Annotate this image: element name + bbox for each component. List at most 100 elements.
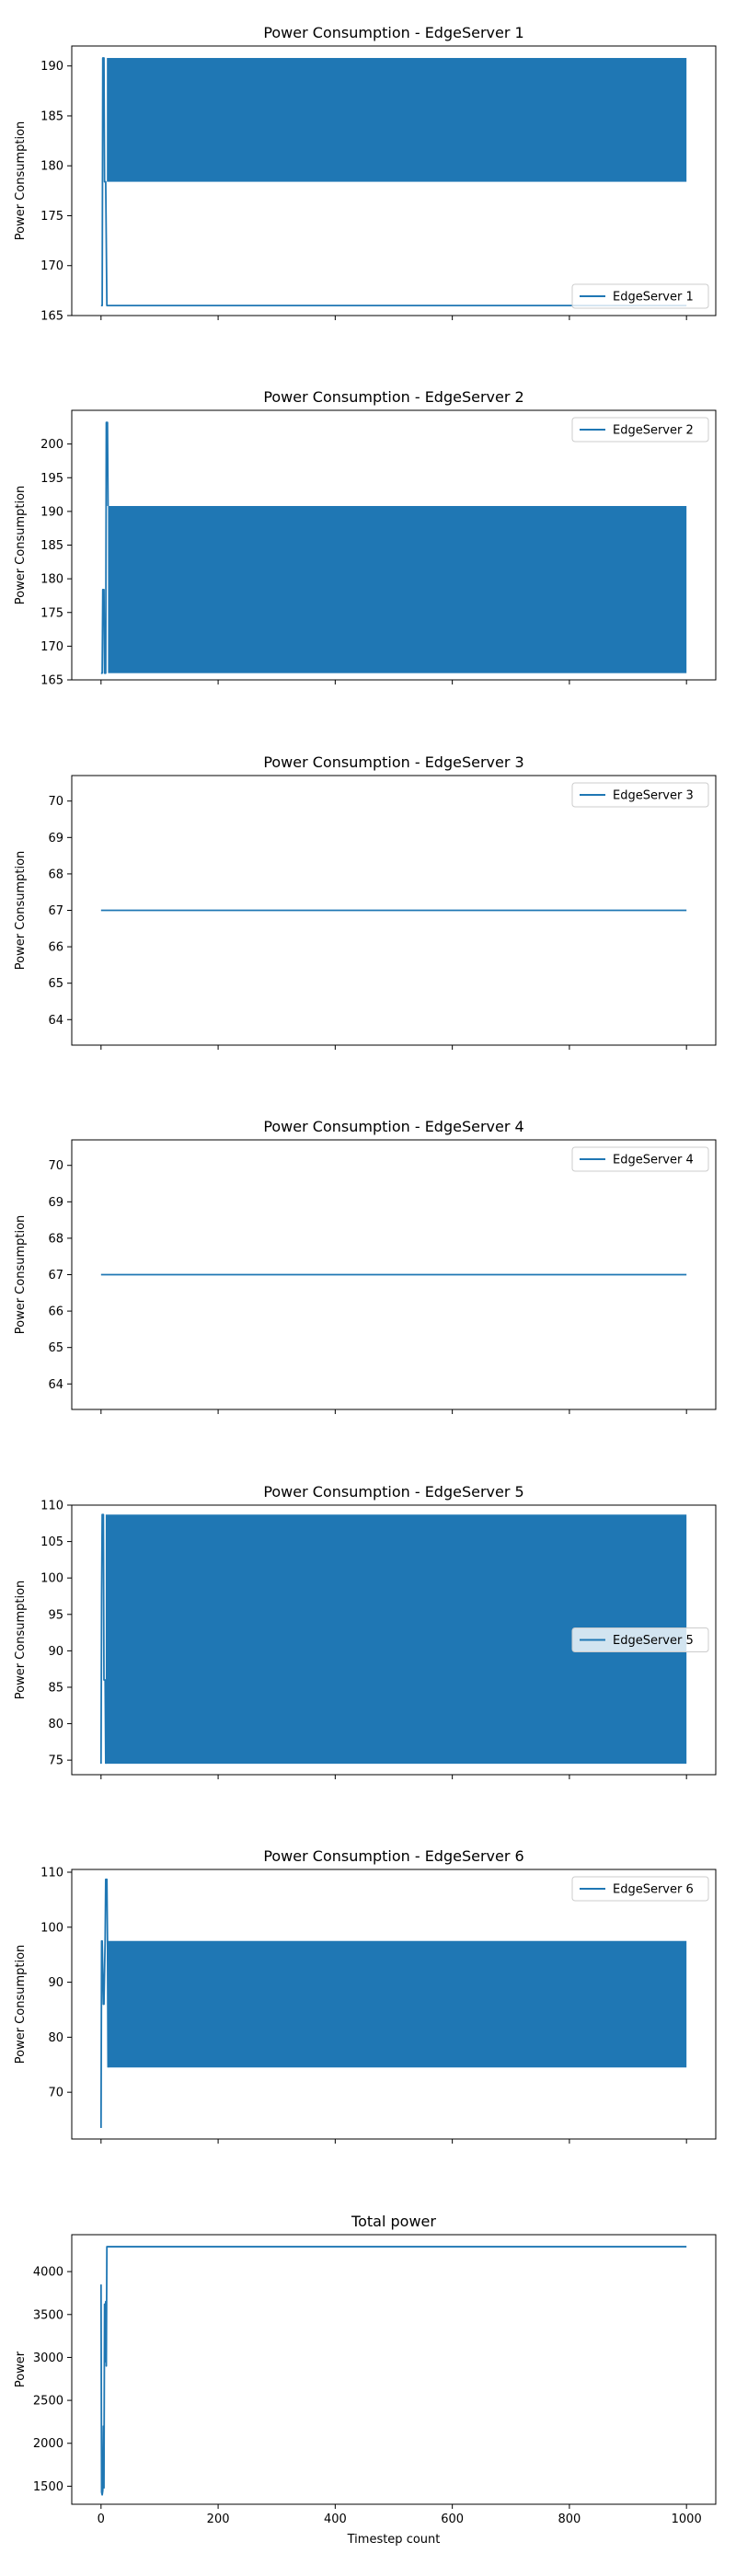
chart-panel-2: Power Consumption - EdgeServer 2 Power Co… (14, 388, 717, 688)
y-tick-label: 180 (40, 160, 63, 174)
series-band-1 (108, 1940, 687, 2068)
y-tick-label: 2500 (33, 2395, 63, 2409)
y-tick-label: 85 (48, 1681, 63, 1695)
x-tick-label: 800 (558, 2513, 581, 2526)
y-tick-label: 70 (48, 1159, 63, 1173)
y-tick-label: 80 (48, 1718, 63, 1731)
x-tick-label: 1000 (672, 2513, 702, 2526)
chart-panel-5: Power Consumption - EdgeServer 5 Power Co… (14, 1483, 717, 1779)
legend-label: EdgeServer 6 (613, 1883, 694, 1897)
x-tick-label: 400 (324, 2513, 347, 2526)
chart-panel-3: Power Consumption - EdgeServer 3 Power Co… (14, 753, 717, 1050)
y-tick-label: 185 (40, 539, 63, 553)
legend: EdgeServer 4 (571, 1146, 709, 1172)
y-tick-label: 70 (48, 795, 63, 809)
y-tick-label: 4000 (33, 2266, 63, 2280)
chart-panel-1: Power Consumption - EdgeServer 1 Power Co… (14, 24, 717, 324)
y-tick-label: 165 (40, 310, 63, 324)
chart-title: Power Consumption - EdgeServer 3 (263, 753, 523, 771)
y-tick-label: 175 (40, 210, 63, 224)
series-band-1 (108, 506, 687, 673)
y-tick-label: 3500 (33, 2308, 63, 2322)
y-tick-label: 180 (40, 573, 63, 587)
x-tick-label: 0 (98, 2513, 105, 2526)
legend: EdgeServer 2 (571, 417, 709, 443)
legend-box (571, 1627, 709, 1652)
y-tick-label: 90 (48, 1645, 63, 1659)
series-line-1 (100, 57, 687, 307)
y-axis-label: Power Consumption (14, 1581, 28, 1700)
y-tick-label: 65 (48, 1341, 63, 1355)
y-tick-label: 110 (40, 1866, 63, 1880)
x-tick-label: 600 (441, 2513, 464, 2526)
y-tick-label: 67 (48, 904, 63, 918)
y-tick-label: 100 (40, 1921, 63, 1935)
y-tick-label: 170 (40, 259, 63, 273)
chart-title: Power Consumption - EdgeServer 1 (263, 24, 523, 41)
legend: EdgeServer 3 (571, 782, 709, 808)
legend-box (571, 417, 709, 443)
y-tick-label: 66 (48, 1305, 63, 1319)
legend-label: EdgeServer 4 (613, 1154, 694, 1167)
legend-label: EdgeServer 5 (613, 1634, 694, 1648)
legend: EdgeServer 6 (571, 1876, 709, 1902)
y-tick-label: 195 (40, 472, 63, 486)
y-axis-label: Power Consumption (14, 486, 28, 605)
legend-label: EdgeServer 1 (613, 291, 694, 305)
y-tick-label: 69 (48, 832, 63, 845)
y-tick-label: 64 (48, 1014, 63, 1028)
y-tick-label: 70 (48, 2087, 63, 2100)
y-axis-label: Power (14, 2351, 28, 2387)
plot-frame (71, 2234, 717, 2505)
series-band-1 (107, 58, 687, 182)
y-tick-label: 185 (40, 109, 63, 123)
y-tick-label: 90 (48, 1976, 63, 1990)
y-tick-label: 66 (48, 941, 63, 955)
legend-label: EdgeServer 2 (613, 424, 694, 438)
series-line-1 (99, 2246, 687, 2496)
y-tick-label: 95 (48, 1608, 63, 1622)
y-tick-label: 170 (40, 640, 63, 654)
x-tick-label: 200 (207, 2513, 230, 2526)
y-tick-label: 190 (40, 60, 63, 74)
chart-title: Total power (351, 2213, 436, 2230)
plot-frame (71, 45, 717, 316)
series-line-1 (99, 1878, 109, 2129)
y-tick-label: 175 (40, 606, 63, 620)
y-tick-label: 64 (48, 1378, 63, 1392)
y-axis-label: Power Consumption (14, 851, 28, 971)
plot-frame (71, 1869, 717, 2140)
chart-title: Power Consumption - EdgeServer 5 (263, 1483, 523, 1501)
legend-box (571, 782, 709, 808)
y-tick-label: 3000 (33, 2352, 63, 2365)
y-axis-label: Power Consumption (14, 1945, 28, 2064)
chart-panel-6: Power Consumption - EdgeServer 6 Power Co… (14, 1847, 717, 2144)
chart-panel-4: Power Consumption - EdgeServer 4 Power Co… (14, 1118, 717, 1414)
y-tick-label: 2000 (33, 2437, 63, 2451)
legend-label: EdgeServer 3 (613, 789, 694, 803)
legend-box (571, 1876, 709, 1902)
chart-title: Power Consumption - EdgeServer 2 (263, 388, 523, 406)
y-tick-label: 69 (48, 1196, 63, 1210)
chart-title: Power Consumption - EdgeServer 6 (263, 1847, 523, 1865)
legend: EdgeServer 1 (571, 283, 709, 309)
legend-box (571, 1146, 709, 1172)
series-line-1 (99, 1513, 107, 1765)
y-tick-label: 68 (48, 868, 63, 881)
y-tick-label: 68 (48, 1232, 63, 1246)
y-tick-label: 100 (40, 1572, 63, 1586)
y-tick-label: 110 (40, 1500, 63, 1513)
y-tick-label: 200 (40, 438, 63, 452)
y-tick-label: 65 (48, 977, 63, 991)
x-axis-label: Timestep count (347, 2533, 441, 2547)
y-axis-label: Power Consumption (14, 121, 28, 241)
y-tick-label: 67 (48, 1269, 63, 1282)
y-tick-label: 105 (40, 1535, 63, 1549)
plot-frame (71, 1504, 717, 1776)
y-tick-label: 75 (48, 1754, 63, 1768)
legend: EdgeServer 5 (571, 1627, 709, 1652)
y-tick-label: 80 (48, 2031, 63, 2045)
y-tick-label: 1500 (33, 2480, 63, 2494)
y-tick-label: 165 (40, 674, 63, 688)
